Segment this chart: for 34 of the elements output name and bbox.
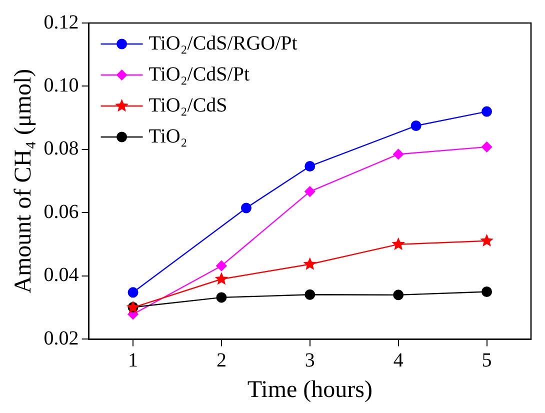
point <box>216 260 227 272</box>
point <box>392 237 405 250</box>
point <box>128 287 138 298</box>
y-tick-label: 0.10 <box>44 74 79 96</box>
legend-label: TiO₂/CdS/Pt <box>148 63 250 86</box>
point <box>393 290 404 300</box>
x-tick-label: 1 <box>128 349 138 372</box>
point <box>393 148 404 160</box>
point <box>214 272 228 285</box>
x-tick-label: 2 <box>216 349 226 372</box>
point <box>482 142 492 152</box>
point <box>216 292 227 303</box>
x-tick-label: 4 <box>393 349 404 372</box>
point <box>480 234 494 247</box>
legend-label: TiO₂/CdS <box>148 94 228 116</box>
point <box>482 106 492 117</box>
point <box>482 286 492 298</box>
point <box>304 289 316 300</box>
point <box>240 202 252 214</box>
y-tick-label: 0.06 <box>44 200 79 223</box>
x-tick-label: 5 <box>482 349 492 372</box>
y-tick-label: 0.12 <box>44 11 79 34</box>
x-axis-title: Time (hours) <box>247 376 372 403</box>
y-tick-label: 0.04 <box>44 264 79 286</box>
x-tick-label: 3 <box>304 349 315 372</box>
point <box>304 160 316 172</box>
y-tick-label: 0.02 <box>44 327 79 350</box>
y-axis-title: Amount of CH₄ (μmol) <box>10 68 37 294</box>
y-tick-label: 0.08 <box>44 138 79 160</box>
point <box>303 257 317 270</box>
point <box>410 120 422 132</box>
legend-label: TiO₂ <box>148 125 188 148</box>
point <box>304 186 316 197</box>
legend-label: TiO₂/CdS/RGO/Pt <box>148 32 298 54</box>
